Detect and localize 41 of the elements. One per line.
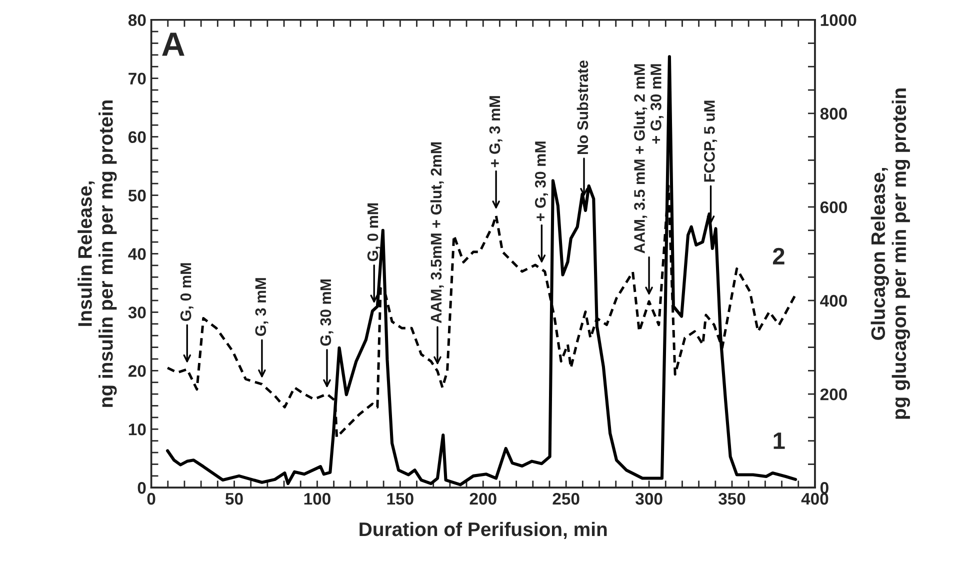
y2-tick-label: 1000 [820, 14, 856, 26]
y-tick-label: 50 [128, 190, 146, 202]
x-tick-label: 0 [147, 492, 156, 505]
annotation: A [162, 32, 184, 56]
annotation: No Substrate [576, 60, 588, 154]
x-tick-label: 100 [304, 492, 330, 505]
x-tick-label: 200 [470, 492, 496, 505]
y-axis-title: Insulin Release, ng insulin per min per mg protein [78, 100, 117, 407]
y2-axis-title: Glucagon Release, pg glucagon per min per mg protein [870, 88, 910, 419]
x-tick-label: 350 [718, 492, 746, 505]
y-tick-label: 10 [128, 424, 146, 436]
annotation: AAM, 3.5 mM + Glut, 2 mM + G, 30 mM [634, 64, 664, 254]
x-tick-label: 250 [552, 492, 580, 505]
annotation: + G, 30 mM [534, 142, 548, 222]
y-tick-label: 40 [128, 248, 146, 260]
y2-tick-label: 800 [820, 108, 847, 120]
y2-tick-label: 0 [820, 482, 828, 494]
annotation: + G, 3 mM [489, 96, 502, 168]
x-axis-title: Duration of Perifusion, min [360, 522, 607, 540]
annotation: FCCP, 5 uM [704, 100, 718, 182]
annotation: G, 0 mM [180, 263, 194, 321]
line-series [166, 55, 798, 486]
y-tick-label: 20 [128, 365, 146, 377]
y-tick-label: 80 [128, 14, 146, 26]
x-tick-label: 150 [387, 492, 414, 505]
y-tick-label: 60 [128, 131, 146, 143]
x-tick-label: 50 [225, 492, 243, 505]
series-label: 2 [772, 248, 784, 264]
x-tick-label: 300 [636, 492, 662, 505]
y2-tick-label: 400 [820, 294, 847, 307]
y-tick-label: 0 [138, 482, 146, 494]
annotation: AAM, 3.5mM + Glut, 2mM [430, 142, 444, 324]
y2-tick-label: 600 [820, 201, 847, 214]
y-tick-label: 70 [128, 72, 146, 85]
x-tick-label: 400 [801, 492, 828, 505]
series-label: 1 [774, 432, 785, 449]
annotation: G, 3 mM [255, 278, 268, 336]
annotation: G, 30 mM [320, 280, 334, 346]
annotation: G, 0 mM [367, 203, 380, 262]
y-tick-label: 30 [128, 306, 146, 318]
y2-tick-label: 200 [820, 388, 847, 400]
